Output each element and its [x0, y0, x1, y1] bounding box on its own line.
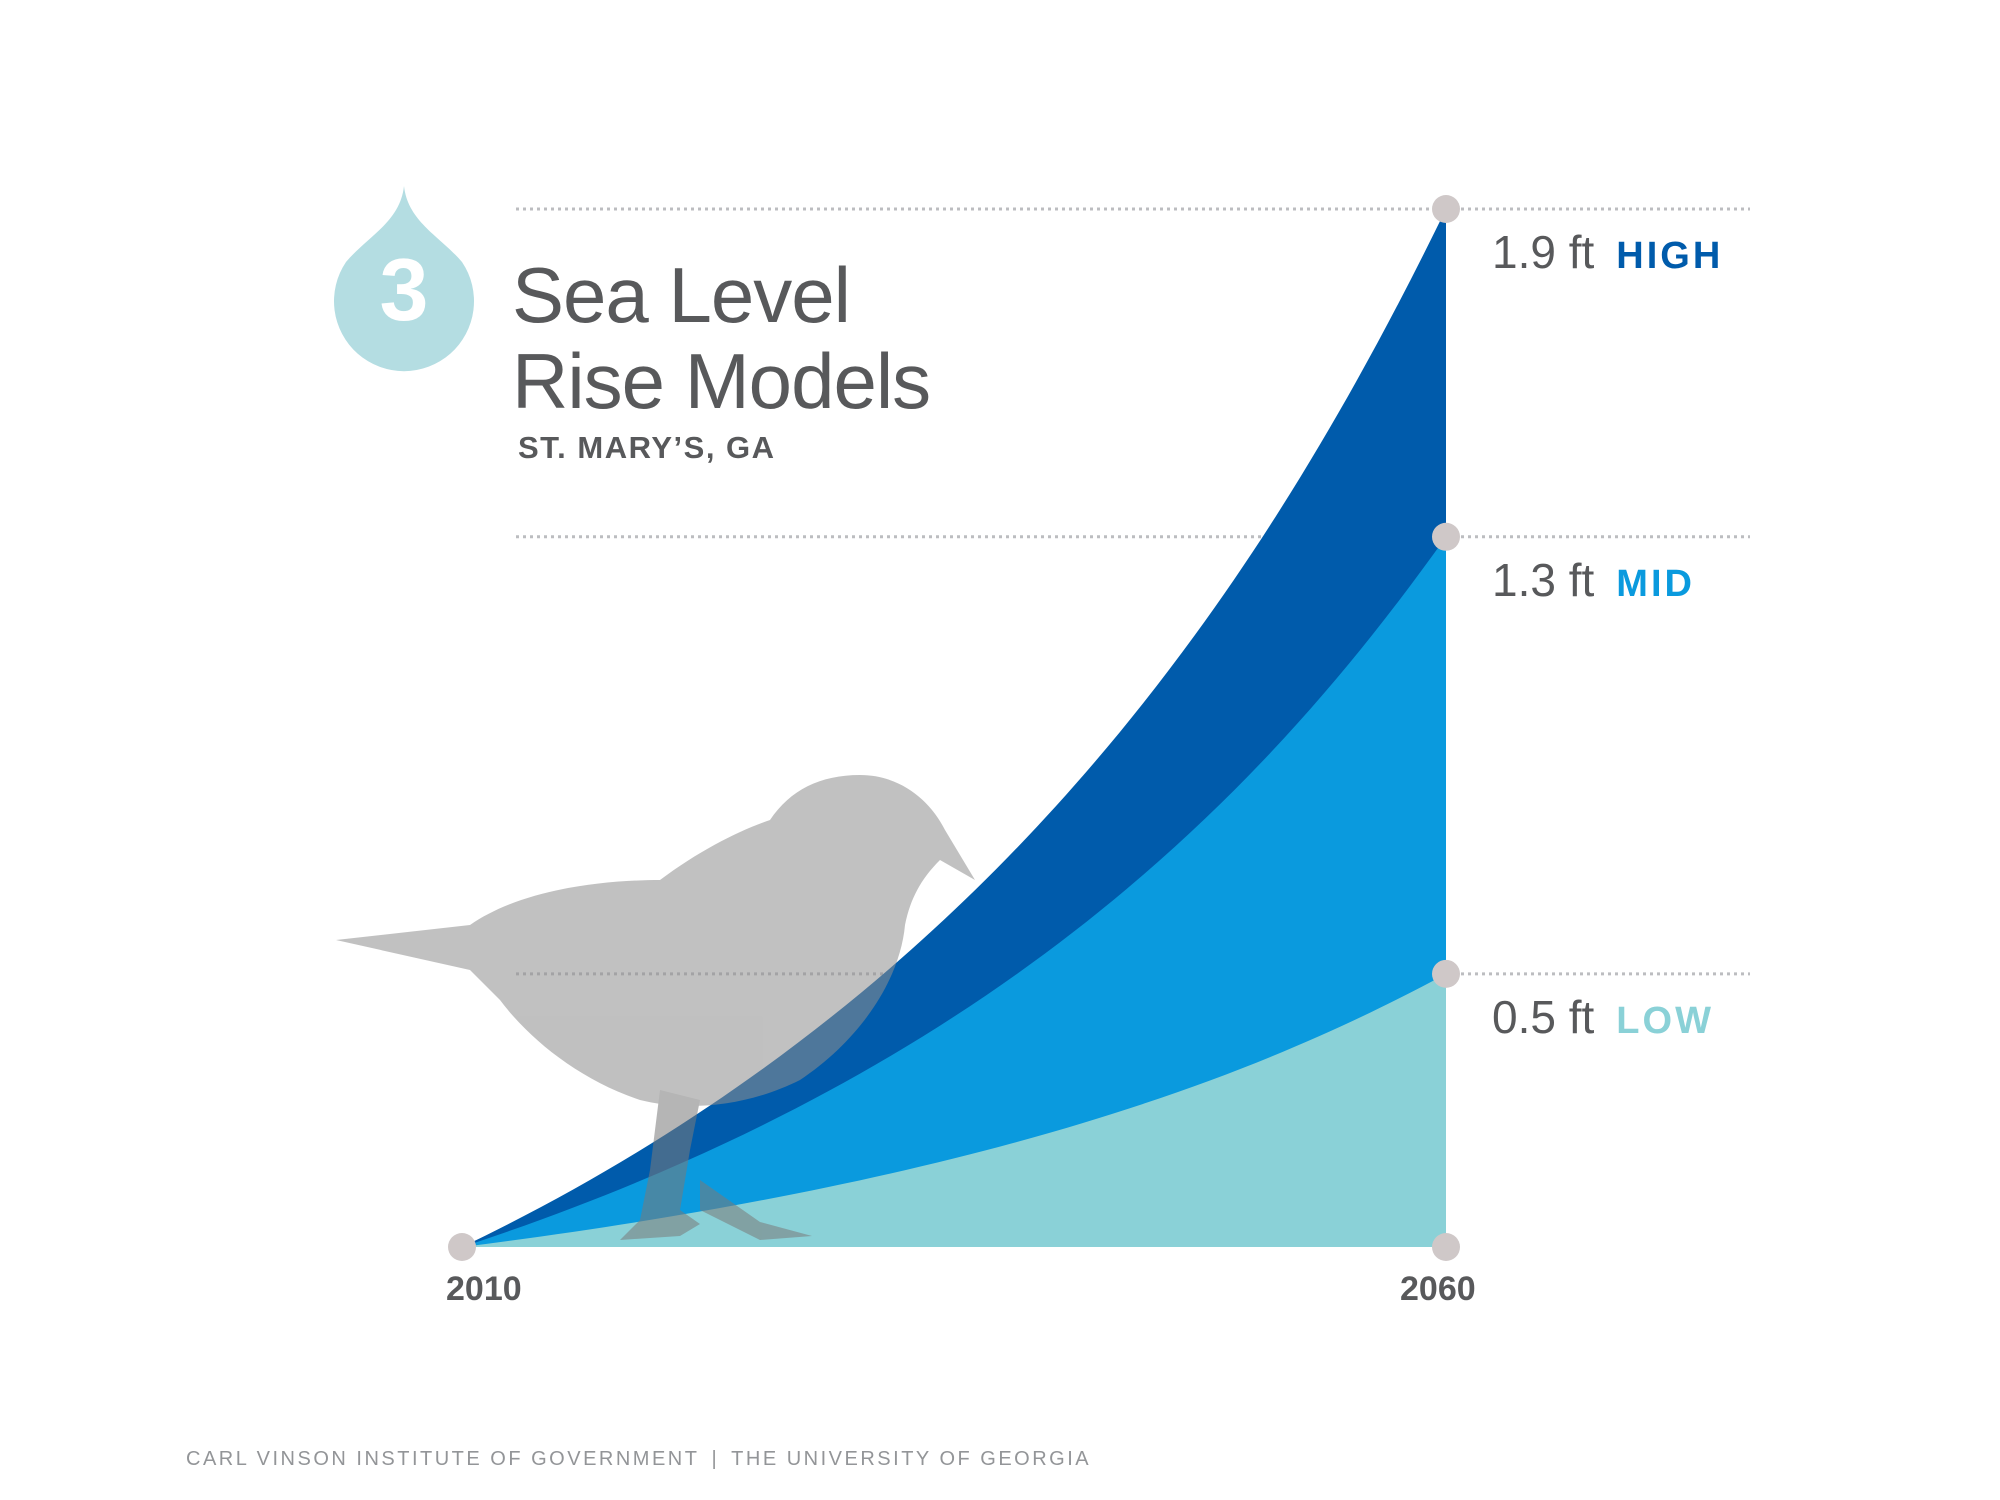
- footer: CARL VINSON INSTITUTE OF GOVERNMENT | THE …: [186, 1448, 1091, 1471]
- footer-institute: CARL VINSON INSTITUTE OF GOVERNMENT: [186, 1448, 700, 1470]
- series-name: MID: [1616, 562, 1695, 605]
- marker-baseline-end: [1432, 1233, 1460, 1261]
- series-end-value: 1.9 ft: [1492, 226, 1595, 278]
- series-end-value: 1.3 ft: [1492, 553, 1595, 606]
- series-name: HIGH: [1616, 235, 1724, 277]
- endpoint-markers: [448, 195, 1460, 1261]
- badge-number: 3: [379, 240, 429, 339]
- series-label-low: 0.5 ft LOW: [1492, 994, 1714, 1040]
- x-tick-label-end: 2060: [1400, 1270, 1476, 1308]
- chart-title-line-1: Sea Level: [512, 251, 851, 339]
- area-mid: [462, 536, 1446, 1247]
- sandpiper-bird-illustration: [336, 775, 975, 1240]
- footer-university: THE UNIVERSITY OF GEORGIA: [731, 1448, 1092, 1470]
- water-drop-icon: [334, 186, 475, 372]
- area-series: [462, 209, 1446, 1247]
- area-low: [462, 973, 1446, 1247]
- series-name: LOW: [1616, 999, 1714, 1042]
- marker-low: [1432, 959, 1460, 988]
- footer-separator: |: [711, 1448, 720, 1470]
- marker-mid: [1432, 522, 1460, 551]
- series-label-mid: 1.3 ft MID: [1492, 557, 1695, 603]
- marker-high: [1432, 195, 1460, 223]
- chart-title-line-2: Rise Models: [512, 337, 931, 425]
- x-tick-label-start: 2010: [446, 1270, 522, 1308]
- series-end-value: 0.5 ft: [1492, 990, 1595, 1043]
- marker-start: [448, 1233, 476, 1261]
- series-label-high: 1.9 ft HIGH: [1492, 229, 1723, 275]
- chart-subtitle: ST. MARY’S, GA: [518, 430, 776, 465]
